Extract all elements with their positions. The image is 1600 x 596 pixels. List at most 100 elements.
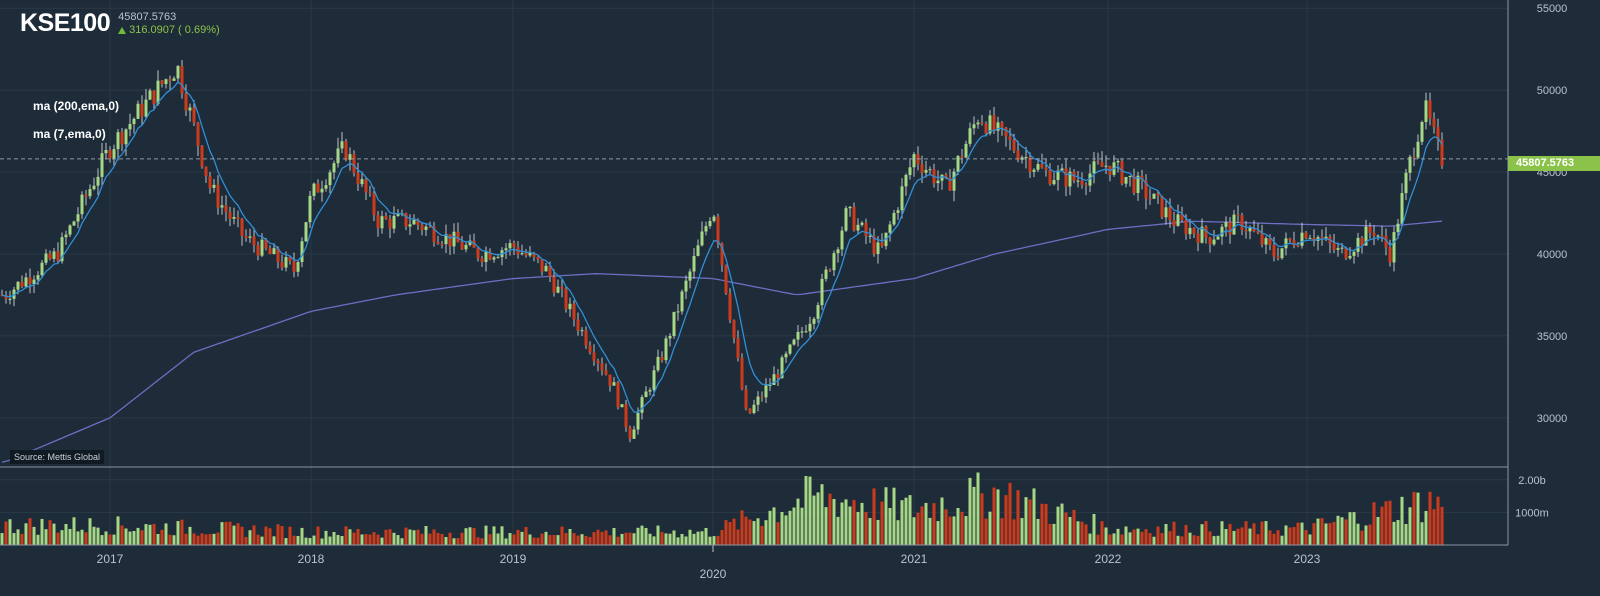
candle[interactable] <box>768 384 772 386</box>
volume-bar[interactable] <box>752 521 756 545</box>
candle[interactable] <box>1388 247 1392 263</box>
volume-bar[interactable] <box>748 519 752 545</box>
candle[interactable] <box>384 216 388 219</box>
candle[interactable] <box>196 122 200 146</box>
volume-bar[interactable] <box>344 526 348 545</box>
candle[interactable] <box>1268 238 1272 245</box>
volume-bar[interactable] <box>932 503 936 545</box>
candle[interactable] <box>440 243 444 245</box>
volume-bar[interactable] <box>908 495 912 545</box>
candle[interactable] <box>808 323 812 332</box>
volume-bar[interactable] <box>988 511 992 545</box>
candle[interactable] <box>784 353 788 358</box>
candle[interactable] <box>552 276 556 293</box>
candle[interactable] <box>836 249 840 254</box>
candle[interactable] <box>812 318 816 324</box>
volume-bar[interactable] <box>280 526 284 545</box>
candle[interactable] <box>96 176 100 186</box>
candle[interactable] <box>144 99 148 117</box>
volume-bar[interactable] <box>1140 531 1144 545</box>
candle[interactable] <box>276 248 280 262</box>
volume-bar[interactable] <box>300 527 304 545</box>
candle[interactable] <box>32 279 36 284</box>
candle[interactable] <box>592 352 596 361</box>
candle[interactable] <box>536 256 540 260</box>
volume-bar[interactable] <box>1108 534 1112 545</box>
candle[interactable] <box>804 331 808 333</box>
volume-bar[interactable] <box>392 532 396 545</box>
candle[interactable] <box>944 174 948 178</box>
candle[interactable] <box>540 259 544 272</box>
volume-bar[interactable] <box>372 532 376 545</box>
candle[interactable] <box>1016 150 1020 160</box>
candle[interactable] <box>716 216 720 244</box>
candle[interactable] <box>432 226 436 243</box>
volume-bar[interactable] <box>380 537 384 545</box>
candle[interactable] <box>328 172 332 186</box>
volume-bar[interactable] <box>208 533 212 545</box>
candle[interactable] <box>72 221 76 226</box>
candle[interactable] <box>1036 164 1040 170</box>
candle[interactable] <box>968 128 972 144</box>
candle[interactable] <box>816 305 820 319</box>
volume-bar[interactable] <box>304 537 308 545</box>
candle[interactable] <box>868 235 872 237</box>
volume-bar[interactable] <box>1324 523 1328 545</box>
candle[interactable] <box>1344 247 1348 259</box>
volume-bar[interactable] <box>960 511 964 545</box>
candle[interactable] <box>148 90 152 100</box>
candle[interactable] <box>492 257 496 260</box>
candle[interactable] <box>376 215 380 229</box>
volume-bar[interactable] <box>152 523 156 545</box>
study-label-ma200[interactable]: ma (200,ema,0) <box>33 99 120 113</box>
candle[interactable] <box>272 248 276 255</box>
candle[interactable] <box>352 154 356 173</box>
volume-bar[interactable] <box>852 500 856 545</box>
volume-bar[interactable] <box>592 532 596 545</box>
volume-bar[interactable] <box>532 537 536 545</box>
volume-bar[interactable] <box>428 533 432 545</box>
candle[interactable] <box>1428 100 1432 119</box>
candle[interactable] <box>988 115 992 134</box>
volume-bar[interactable] <box>432 529 436 545</box>
volume-bar[interactable] <box>376 534 380 545</box>
candle[interactable] <box>660 356 664 361</box>
volume-bar[interactable] <box>1040 503 1044 545</box>
candle[interactable] <box>1292 240 1296 246</box>
candle[interactable] <box>976 122 980 125</box>
volume-bar[interactable] <box>1004 495 1008 545</box>
candle[interactable] <box>1068 171 1072 187</box>
volume-bar[interactable] <box>628 532 632 545</box>
candle[interactable] <box>940 174 944 181</box>
volume-bar[interactable] <box>436 532 440 545</box>
candle[interactable] <box>208 176 212 188</box>
candle[interactable] <box>1248 227 1252 232</box>
volume-bar[interactable] <box>1052 523 1056 545</box>
candle[interactable] <box>1100 162 1104 167</box>
volume-bar[interactable] <box>1012 519 1016 545</box>
volume-bar[interactable] <box>864 512 868 545</box>
volume-bar[interactable] <box>1440 506 1444 545</box>
volume-bar[interactable] <box>1152 536 1156 545</box>
volume-bar[interactable] <box>512 534 516 545</box>
volume-bar[interactable] <box>1124 526 1128 545</box>
candle[interactable] <box>728 293 732 321</box>
volume-bar[interactable] <box>1184 524 1188 545</box>
volume-bar[interactable] <box>1096 534 1100 545</box>
volume-bar[interactable] <box>488 534 492 545</box>
candle[interactable] <box>684 280 688 292</box>
candle[interactable] <box>776 374 780 379</box>
candle[interactable] <box>640 397 644 413</box>
candle[interactable] <box>464 244 468 250</box>
volume-bar[interactable] <box>1344 519 1348 545</box>
volume-bar[interactable] <box>268 528 272 545</box>
volume-bar[interactable] <box>800 507 804 545</box>
candle[interactable] <box>504 248 508 251</box>
candle[interactable] <box>1232 214 1236 235</box>
volume-bar[interactable] <box>196 535 200 545</box>
volume-bar[interactable] <box>664 533 668 545</box>
volume-bar[interactable] <box>464 528 468 545</box>
candle[interactable] <box>192 107 196 123</box>
volume-bar[interactable] <box>584 535 588 545</box>
candle[interactable] <box>1040 164 1044 168</box>
